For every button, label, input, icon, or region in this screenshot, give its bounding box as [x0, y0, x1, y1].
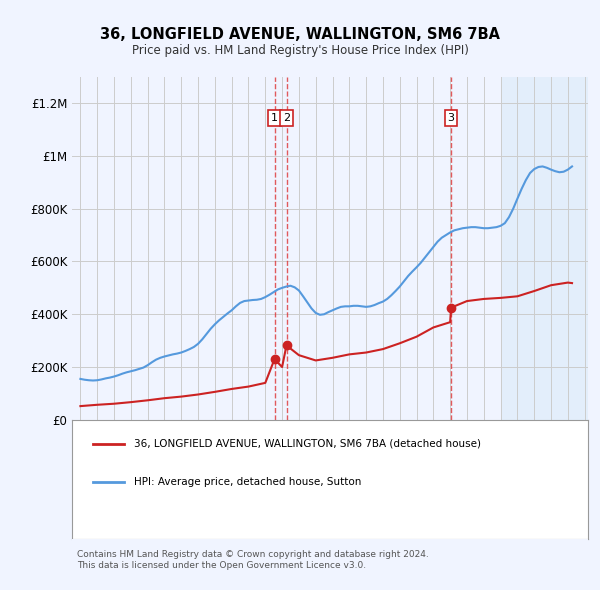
Text: 2: 2 — [283, 113, 290, 123]
Text: 36, LONGFIELD AVENUE, WALLINGTON, SM6 7BA: 36, LONGFIELD AVENUE, WALLINGTON, SM6 7B… — [100, 27, 500, 41]
Text: 3: 3 — [448, 113, 455, 123]
Bar — [500, 77, 588, 420]
Text: 36, LONGFIELD AVENUE, WALLINGTON, SM6 7BA (detached house): 36, LONGFIELD AVENUE, WALLINGTON, SM6 7B… — [134, 438, 481, 448]
Text: Price paid vs. HM Land Registry's House Price Index (HPI): Price paid vs. HM Land Registry's House … — [131, 44, 469, 57]
Text: 1: 1 — [271, 113, 278, 123]
Text: HPI: Average price, detached house, Sutton: HPI: Average price, detached house, Sutt… — [134, 477, 361, 487]
Text: Contains HM Land Registry data © Crown copyright and database right 2024.
This d: Contains HM Land Registry data © Crown c… — [77, 550, 429, 570]
